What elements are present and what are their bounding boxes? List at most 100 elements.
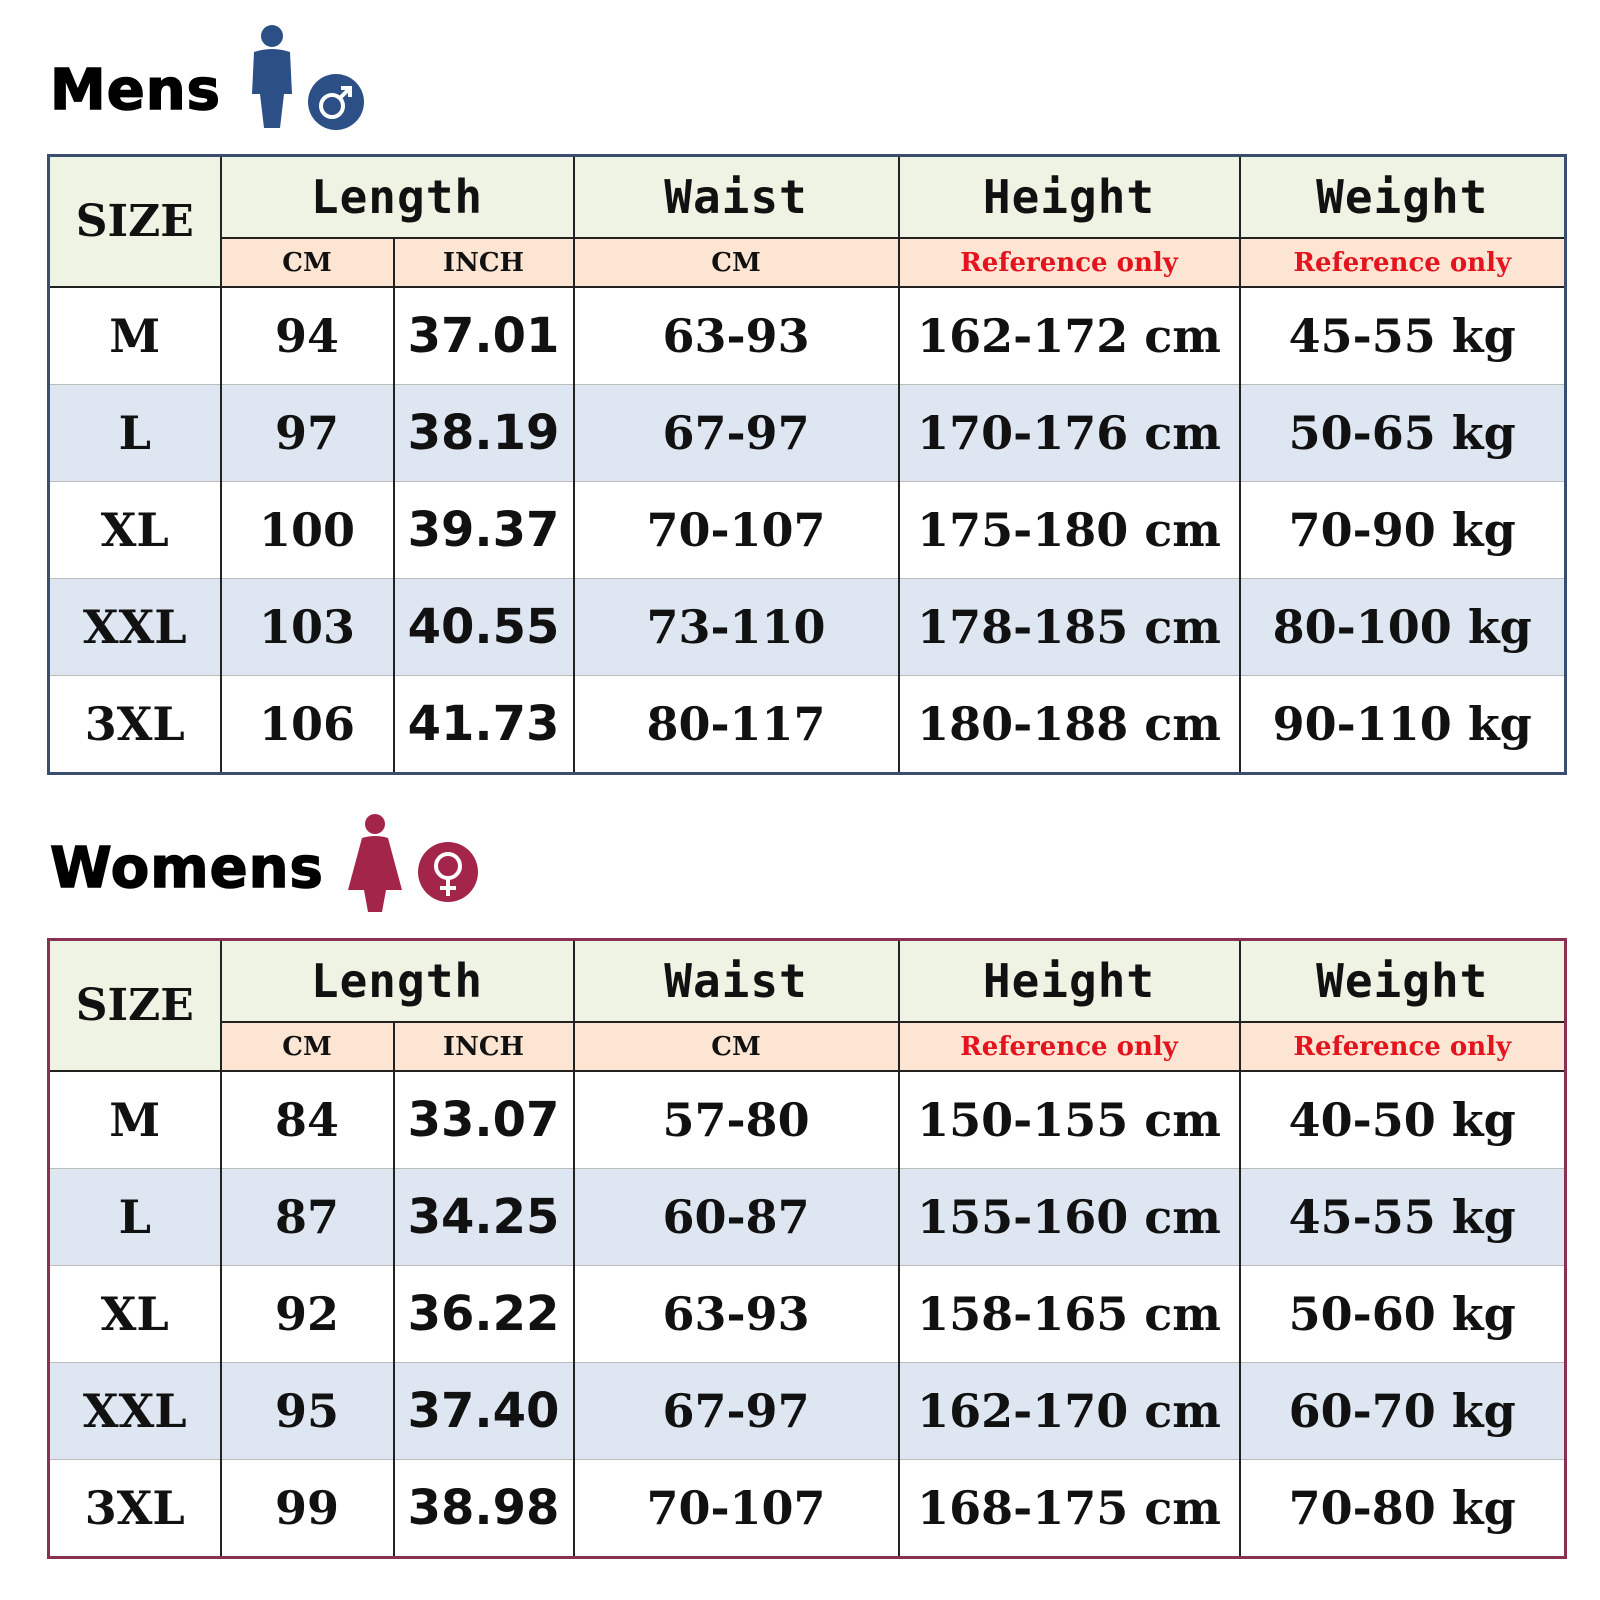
data-cell: 50-60 kg	[1238, 1265, 1567, 1363]
data-row: XXL 103 40.55 73-110 178-185 cm 80-100 kg	[47, 578, 1567, 676]
data-cell: 170-176 cm	[897, 384, 1241, 482]
data-cell: 70-107	[572, 481, 900, 579]
unit-header: CM	[219, 237, 395, 288]
data-row: L 97 38.19 67-97 170-176 cm 50-65 kg	[47, 384, 1567, 482]
data-cell: 87	[219, 1168, 395, 1266]
section-title: Womens	[49, 835, 324, 902]
size-header: SIZE	[47, 938, 222, 1072]
data-cell: 63-93	[572, 1265, 900, 1363]
data-cell: 33.07	[392, 1070, 575, 1169]
column-header: Weight	[1238, 154, 1567, 239]
column-header: Weight	[1238, 938, 1567, 1023]
size-cell: XL	[47, 481, 222, 579]
data-cell: 94	[219, 286, 395, 385]
data-cell: 162-170 cm	[897, 1362, 1241, 1460]
data-cell: 92	[219, 1265, 395, 1363]
size-cell: L	[47, 384, 222, 482]
unit-header: INCH	[392, 237, 575, 288]
column-header: Height	[897, 154, 1241, 239]
data-cell: 60-87	[572, 1168, 900, 1266]
size-cell: XXL	[47, 1362, 222, 1460]
data-row: XXL 95 37.40 67-97 162-170 cm 60-70 kg	[47, 1362, 1567, 1460]
data-cell: 70-80 kg	[1238, 1459, 1567, 1558]
unit-header: CM	[572, 1021, 900, 1072]
data-cell: 95	[219, 1362, 395, 1460]
size-cell: XXL	[47, 578, 222, 676]
size-cell: M	[47, 1070, 222, 1169]
data-cell: 73-110	[572, 578, 900, 676]
subheader-row: CM INCH CM Reference only Reference only	[49, 1021, 1567, 1072]
female-icon	[348, 814, 478, 912]
data-cell: 39.37	[392, 481, 575, 579]
data-cell: 70-107	[572, 1459, 900, 1558]
data-cell: 37.40	[392, 1362, 575, 1460]
subheader-row: CM INCH CM Reference only Reference only	[49, 237, 1567, 288]
data-cell: 63-93	[572, 286, 900, 385]
data-row: M 84 33.07 57-80 150-155 cm 40-50 kg	[47, 1070, 1567, 1169]
data-cell: 162-172 cm	[897, 286, 1241, 385]
data-cell: 41.73	[392, 675, 575, 774]
column-header: Length	[219, 154, 575, 239]
data-cell: 97	[219, 384, 395, 482]
data-cell: 45-55 kg	[1238, 1168, 1567, 1266]
data-cell: 178-185 cm	[897, 578, 1241, 676]
data-cell: 40-50 kg	[1238, 1070, 1567, 1169]
data-cell: 34.25	[392, 1168, 575, 1266]
data-row: 3XL 106 41.73 80-117 180-188 cm 90-110 kg	[47, 675, 1567, 774]
unit-header: INCH	[392, 1021, 575, 1072]
data-row: XL 92 36.22 63-93 158-165 cm 50-60 kg	[47, 1265, 1567, 1363]
data-cell: 38.19	[392, 384, 575, 482]
data-cell: 50-65 kg	[1238, 384, 1567, 482]
data-cell: 36.22	[392, 1265, 575, 1363]
data-cell: 150-155 cm	[897, 1070, 1241, 1169]
data-cell: 168-175 cm	[897, 1459, 1241, 1558]
size-cell: 3XL	[47, 1459, 222, 1558]
size-table: SIZE Length Waist Height Weight CM INCH CM Refer…	[47, 938, 1568, 1559]
data-row: 3XL 99 38.98 70-107 168-175 cm 70-80 kg	[47, 1459, 1567, 1558]
data-cell: 155-160 cm	[897, 1168, 1241, 1266]
data-cell: 40.55	[392, 578, 575, 676]
size-table: SIZE Length Waist Height Weight CM INCH CM Refer…	[47, 154, 1568, 775]
data-cell: 103	[219, 578, 395, 676]
data-cell: 90-110 kg	[1238, 675, 1567, 774]
size-cell: XL	[47, 1265, 222, 1363]
data-cell: 37.01	[392, 286, 575, 385]
data-cell: 84	[219, 1070, 395, 1169]
data-cell: 67-97	[572, 384, 900, 482]
data-cell: 57-80	[572, 1070, 900, 1169]
column-header: Waist	[572, 154, 900, 239]
size-header: SIZE	[47, 154, 222, 288]
data-row: XL 100 39.37 70-107 175-180 cm 70-90 kg	[47, 481, 1567, 579]
data-cell: 60-70 kg	[1238, 1362, 1567, 1460]
data-cell: 106	[219, 675, 395, 774]
unit-header: CM	[219, 1021, 395, 1072]
data-cell: 67-97	[572, 1362, 900, 1460]
unit-header: CM	[572, 237, 900, 288]
data-row: L 87 34.25 60-87 155-160 cm 45-55 kg	[47, 1168, 1567, 1266]
data-cell: 80-100 kg	[1238, 578, 1567, 676]
data-cell: 180-188 cm	[897, 675, 1241, 774]
size-cell: 3XL	[47, 675, 222, 774]
male-icon	[252, 25, 364, 130]
column-header: Waist	[572, 938, 900, 1023]
column-header: Length	[219, 938, 575, 1023]
section-title: Mens	[49, 57, 221, 124]
data-cell: 45-55 kg	[1238, 286, 1567, 385]
size-cell: L	[47, 1168, 222, 1266]
column-header: Height	[897, 938, 1241, 1023]
data-cell: 158-165 cm	[897, 1265, 1241, 1363]
data-cell: 38.98	[392, 1459, 575, 1558]
data-row: M 94 37.01 63-93 162-172 cm 45-55 kg	[47, 286, 1567, 385]
data-cell: 100	[219, 481, 395, 579]
unit-header: Reference only	[1238, 237, 1567, 288]
header-row: SIZE Length Waist Height Weight	[47, 938, 1567, 1072]
size-cell: M	[47, 286, 222, 385]
header-row: SIZE Length Waist Height Weight	[47, 154, 1567, 288]
data-cell: 99	[219, 1459, 395, 1558]
data-cell: 70-90 kg	[1238, 481, 1567, 579]
unit-header: Reference only	[1238, 1021, 1567, 1072]
unit-header: Reference only	[897, 237, 1241, 288]
data-cell: 80-117	[572, 675, 900, 774]
unit-header: Reference only	[897, 1021, 1241, 1072]
